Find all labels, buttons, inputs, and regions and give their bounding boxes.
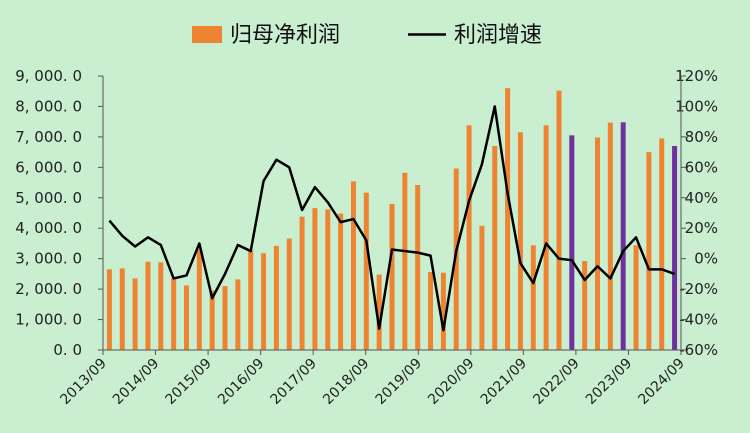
bar-highlight [620, 122, 626, 350]
bar [505, 88, 511, 351]
x-tick-label: 2024/09 [635, 356, 687, 408]
bar-highlight [569, 135, 575, 350]
x-tick-label: 2017/09 [268, 356, 320, 408]
x-tick-label: 2014/09 [110, 356, 162, 408]
right-tick-label: -60% [679, 341, 718, 359]
bar [517, 132, 523, 350]
bar [273, 245, 279, 350]
x-axis-tick-labels: 2013/09 2014/09 2015/09 2016/09 2017/09 2018/… [57, 356, 687, 408]
bar [633, 245, 639, 350]
bar [158, 262, 164, 350]
bar [453, 168, 459, 350]
x-tick-label: 2013/09 [57, 356, 109, 408]
legend-bar-label: 归母净利润 [230, 23, 340, 48]
right-tick-label: -20% [679, 280, 718, 298]
left-tick-label: 8, 000. 0 [15, 97, 82, 115]
bar [466, 125, 472, 350]
bar [338, 213, 344, 350]
bar [209, 290, 215, 350]
bar [479, 225, 485, 350]
bar [325, 209, 331, 350]
right-tick-label: 60% [685, 158, 718, 176]
x-tick-label: 2015/09 [162, 356, 214, 408]
right-tick-label: 0% [694, 250, 718, 268]
bar [106, 269, 112, 350]
right-tick-label: 100% [675, 97, 718, 115]
bar [376, 274, 382, 350]
right-tick-label: 80% [685, 128, 718, 146]
bar [119, 268, 125, 350]
bar [607, 122, 613, 350]
x-tick-label: 2016/09 [215, 356, 267, 408]
bar [402, 172, 408, 350]
bar [415, 184, 421, 350]
bar [582, 261, 588, 350]
left-tick-label: 4, 000. 0 [15, 219, 82, 237]
bar [556, 90, 562, 351]
bar-series [106, 88, 678, 351]
bar [440, 272, 446, 350]
bar [261, 253, 267, 350]
legend-bar-swatch [192, 26, 222, 43]
legend-line-label: 利润增速 [454, 23, 542, 48]
bar [646, 152, 652, 350]
bar [363, 192, 369, 350]
bar-highlight [672, 146, 678, 350]
left-tick-label: 2, 000. 0 [15, 280, 82, 298]
bar [145, 261, 151, 350]
right-tick-label: 20% [685, 219, 718, 237]
bar [183, 285, 189, 350]
x-tick-label: 2021/09 [478, 356, 530, 408]
x-tick-label: 2023/09 [583, 356, 635, 408]
legend: 归母净利润 利润增速 [192, 23, 542, 48]
left-tick-label: 1, 000. 0 [15, 311, 82, 329]
x-tick-label: 2018/09 [320, 356, 372, 408]
bar [428, 272, 434, 350]
bar [530, 245, 536, 350]
bar [543, 125, 549, 350]
right-axis-tick-labels: -60% -40% -20% 0% 20% 40% 60% 80% 100% 120% [675, 67, 718, 359]
left-tick-label: 7, 000. 0 [15, 128, 82, 146]
left-axis-tick-labels: 0. 0 1, 000. 0 2, 000. 0 3, 000. 0 4, 000. 0… [15, 67, 82, 359]
line-series [108, 105, 675, 332]
bar [659, 138, 665, 350]
right-tick-label: 120% [675, 67, 718, 85]
bar [299, 216, 305, 350]
bar [389, 203, 395, 350]
left-tick-label: 0. 0 [53, 341, 82, 359]
bar [248, 250, 254, 350]
bar [595, 137, 601, 350]
bar [286, 238, 292, 350]
bar [196, 249, 202, 350]
left-tick-label: 6, 000. 0 [15, 158, 82, 176]
right-tick-label: -40% [679, 311, 718, 329]
bar [350, 181, 356, 350]
left-tick-label: 3, 000. 0 [15, 250, 82, 268]
growth-line [108, 105, 675, 332]
bar [222, 286, 228, 350]
bar [132, 278, 138, 350]
bar [492, 146, 498, 350]
x-tick-label: 2020/09 [425, 356, 477, 408]
axes [98, 75, 686, 355]
bar [235, 279, 241, 350]
x-tick-label: 2019/09 [373, 356, 425, 408]
right-tick-label: 40% [685, 189, 718, 207]
left-tick-label: 9, 000. 0 [15, 67, 82, 85]
left-tick-label: 5, 000. 0 [15, 189, 82, 207]
bar [312, 208, 318, 350]
bar [171, 278, 177, 350]
x-tick-label: 2022/09 [530, 356, 582, 408]
